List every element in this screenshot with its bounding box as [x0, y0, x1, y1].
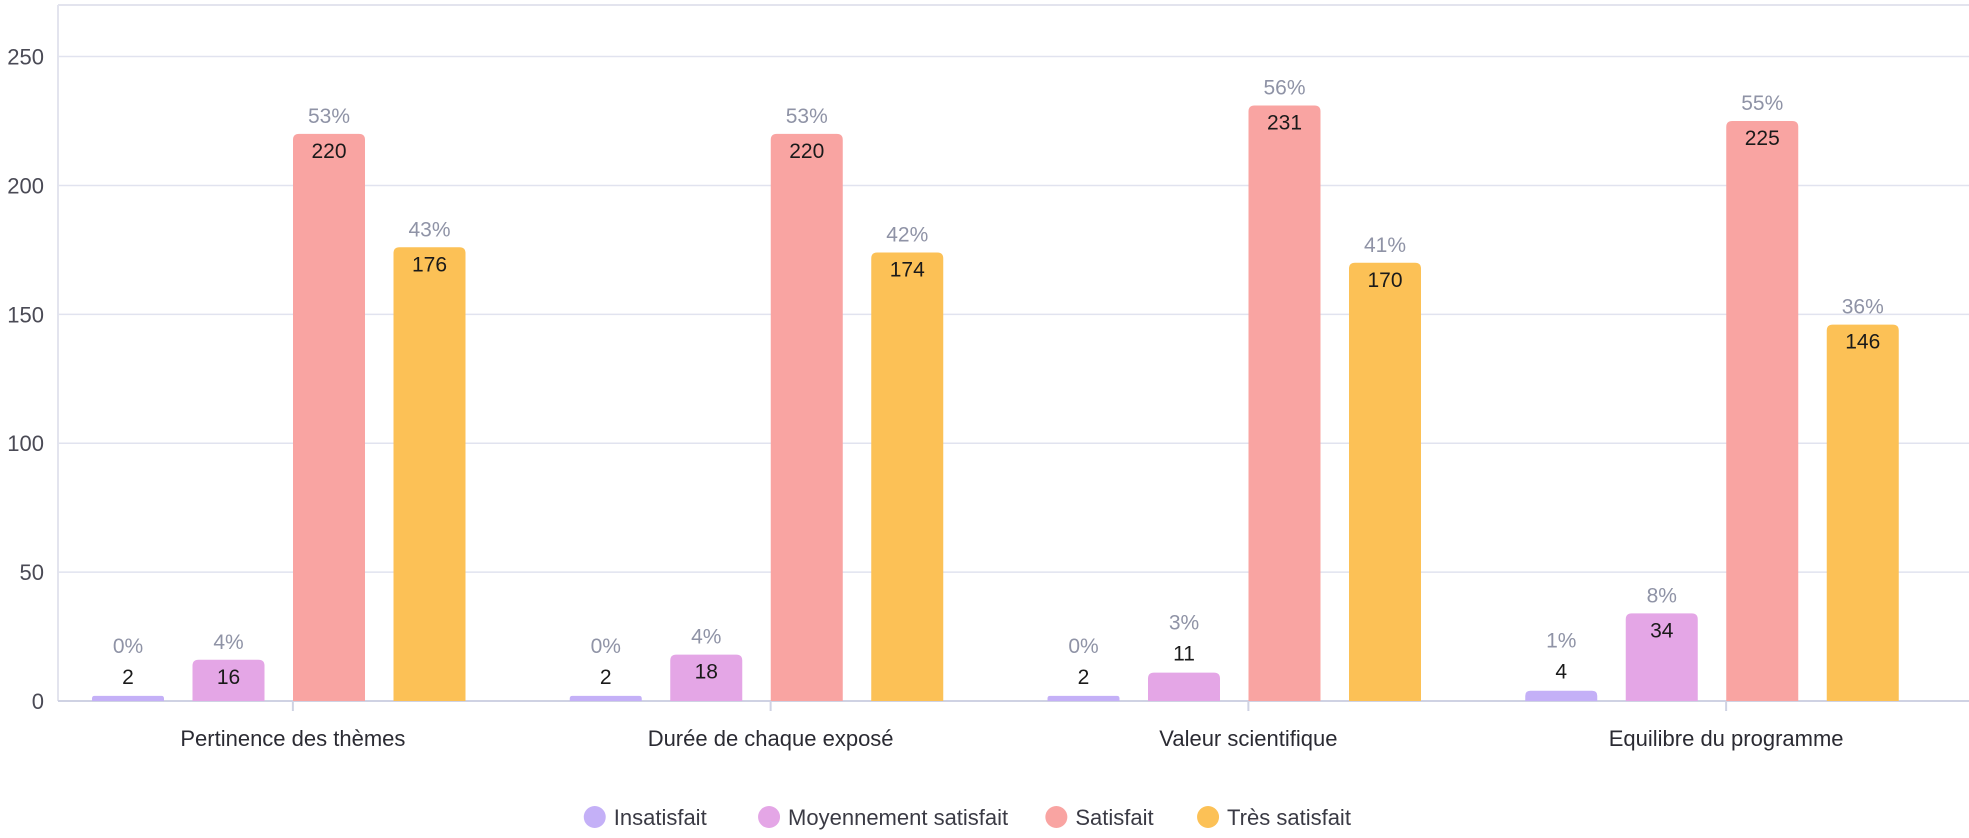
legend-swatch — [1045, 806, 1068, 828]
legend-swatch — [1197, 806, 1220, 828]
bar-moyennement-satisfait[interactable] — [1625, 613, 1698, 701]
legend-swatch — [758, 806, 781, 828]
bar-satisfait[interactable] — [770, 133, 843, 701]
legend-item-tres-satisfait[interactable]: Très satisfait — [1197, 805, 1351, 830]
legend-swatch — [583, 806, 606, 828]
y-tick-label: 150 — [7, 302, 44, 327]
x-tick-label: Valeur scientifique — [1159, 726, 1337, 751]
legend-item-satisfait[interactable]: Satisfait — [1045, 805, 1154, 830]
legend-label: Très satisfait — [1227, 805, 1351, 830]
grid-lines — [57, 4, 1969, 702]
bar-tres-satisfait[interactable] — [871, 252, 944, 701]
y-tick-label: 250 — [7, 45, 44, 70]
bar-insatisfait[interactable] — [569, 695, 642, 701]
bar-tres-satisfait[interactable] — [393, 247, 466, 702]
value-label: 174 — [890, 258, 925, 281]
percent-label: 43% — [408, 218, 450, 241]
bar-satisfait[interactable] — [1248, 105, 1321, 702]
y-tick-label: 200 — [7, 173, 44, 198]
y-tick-label: 100 — [7, 431, 44, 456]
bar-moyennement-satisfait[interactable] — [670, 654, 743, 701]
legend-label: Satisfait — [1075, 805, 1153, 830]
bar-tres-satisfait[interactable] — [1826, 324, 1899, 701]
bar-satisfait[interactable] — [1726, 121, 1799, 701]
value-label: 225 — [1745, 127, 1780, 150]
y-tick-label: 0 — [32, 689, 44, 714]
y-tick-label: 50 — [20, 560, 44, 585]
legend-item-moyennement-satisfait[interactable]: Moyennement satisfait — [758, 805, 1008, 830]
value-label: 146 — [1845, 331, 1880, 354]
value-label: 176 — [412, 253, 447, 276]
bar-moyennement-satisfait[interactable] — [1148, 672, 1220, 701]
value-label: 4 — [1555, 661, 1567, 684]
x-axis-ticks: Pertinence des thèmes Durée de chaque exp… — [180, 701, 1844, 751]
value-label: 220 — [789, 140, 824, 163]
bar-tres-satisfait[interactable] — [1349, 262, 1421, 701]
value-label: 2 — [122, 666, 134, 689]
data-labels: 0%24%1653%22043%1760%24%1853%22042%1740%… — [113, 77, 1884, 689]
value-label: 220 — [311, 140, 346, 163]
value-label: 2 — [600, 666, 612, 689]
percent-label: 41% — [1364, 234, 1406, 257]
value-label: 231 — [1267, 112, 1302, 135]
percent-label: 3% — [1169, 612, 1199, 635]
bar-moyennement-satisfait[interactable] — [192, 659, 265, 701]
percent-label: 0% — [113, 635, 143, 658]
percent-label: 55% — [1741, 92, 1783, 115]
percent-label: 0% — [591, 635, 621, 658]
value-label: 18 — [695, 661, 718, 684]
value-label: 34 — [1650, 619, 1674, 642]
percent-label: 42% — [886, 223, 928, 246]
percent-label: 1% — [1546, 630, 1576, 653]
bars — [92, 105, 1899, 702]
legend[interactable]: Insatisfait Moyennement satisfait Satisfai… — [583, 805, 1351, 830]
percent-label: 4% — [691, 626, 721, 649]
legend-label: Insatisfait — [614, 805, 707, 830]
value-label: 11 — [1173, 643, 1195, 666]
x-tick-label: Pertinence des thèmes — [180, 726, 405, 751]
percent-label: 36% — [1842, 296, 1884, 319]
percent-label: 0% — [1068, 635, 1098, 658]
bar-insatisfait[interactable] — [92, 695, 164, 701]
bar-insatisfait[interactable] — [1047, 695, 1120, 701]
x-tick-label: Durée de chaque exposé — [648, 726, 894, 751]
percent-label: 53% — [308, 105, 350, 128]
x-tick-label: Equilibre du programme — [1609, 726, 1844, 751]
bar-insatisfait[interactable] — [1525, 690, 1598, 701]
y-axis-ticks: 0 50 100 150 200 250 — [7, 45, 44, 714]
value-label: 16 — [217, 666, 240, 689]
percent-label: 56% — [1263, 77, 1305, 100]
percent-label: 53% — [786, 105, 828, 128]
value-label: 2 — [1078, 666, 1090, 689]
percent-label: 8% — [1647, 584, 1677, 607]
bar-satisfait[interactable] — [293, 133, 365, 701]
legend-label: Moyennement satisfait — [788, 805, 1008, 830]
value-label: 170 — [1367, 269, 1402, 292]
legend-item-insatisfait[interactable]: Insatisfait — [583, 805, 707, 830]
percent-label: 4% — [213, 631, 243, 654]
